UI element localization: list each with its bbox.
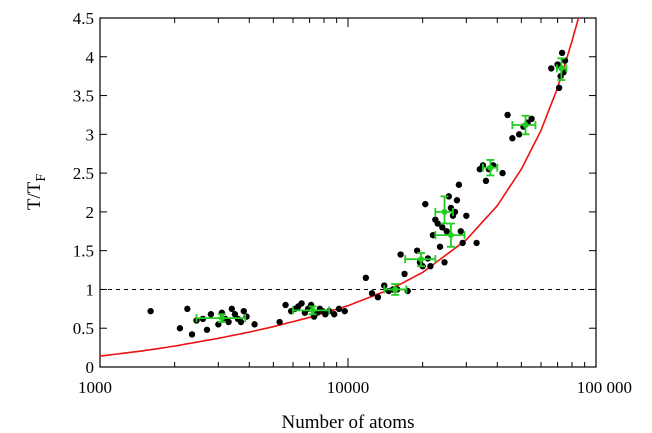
data-point bbox=[401, 270, 408, 278]
data-point bbox=[188, 331, 196, 338]
data-point bbox=[482, 177, 490, 185]
data-point bbox=[499, 169, 506, 177]
data-point bbox=[515, 131, 523, 138]
error-point-marker bbox=[218, 315, 225, 322]
y-tick-label: 1 bbox=[86, 280, 95, 299]
data-point bbox=[207, 311, 215, 318]
y-axis-title-main: T/T bbox=[24, 181, 45, 210]
x-tick-label: 100 000 bbox=[577, 378, 632, 397]
y-tick-label: 3.5 bbox=[73, 87, 94, 106]
y-tick-label: 4 bbox=[86, 48, 95, 67]
error-point-marker bbox=[447, 232, 454, 239]
data-point bbox=[555, 84, 563, 92]
data-point bbox=[473, 239, 480, 247]
x-tick-label: 10000 bbox=[327, 378, 370, 397]
y-tick-label: 1.5 bbox=[73, 242, 94, 261]
data-point bbox=[443, 228, 450, 235]
data-point bbox=[184, 305, 191, 313]
data-point bbox=[251, 321, 258, 328]
data-point bbox=[455, 181, 463, 188]
y-tick-label: 0 bbox=[86, 358, 95, 377]
axis-ticks bbox=[99, 17, 597, 368]
data-point bbox=[276, 318, 283, 326]
y-axis-title: T/TF bbox=[24, 174, 49, 211]
data-point bbox=[231, 311, 239, 318]
error-point-marker bbox=[522, 122, 529, 129]
error-point-marker bbox=[487, 164, 494, 171]
data-point bbox=[147, 307, 154, 315]
data-point bbox=[439, 224, 446, 231]
data-point bbox=[341, 307, 348, 315]
y-tick-label: 2.5 bbox=[73, 164, 94, 183]
data-point bbox=[335, 305, 343, 313]
error-points-group bbox=[195, 57, 568, 323]
data-point bbox=[422, 200, 429, 208]
data-point bbox=[441, 259, 448, 266]
data-point bbox=[528, 115, 535, 123]
data-point bbox=[436, 243, 444, 250]
error-point-marker bbox=[558, 65, 565, 72]
y-axis-title-subscript: F bbox=[34, 174, 49, 182]
data-point bbox=[240, 307, 247, 315]
error-point-marker bbox=[441, 208, 448, 215]
data-point bbox=[225, 318, 232, 326]
data-point bbox=[397, 251, 404, 258]
x-tick-label: 1000 bbox=[78, 378, 112, 397]
data-point bbox=[463, 212, 470, 219]
data-point bbox=[374, 294, 382, 301]
data-point bbox=[368, 290, 376, 297]
data-point bbox=[282, 301, 289, 309]
x-axis-title: Number of atoms bbox=[282, 412, 415, 433]
data-point bbox=[237, 318, 245, 326]
data-point bbox=[427, 262, 434, 270]
data-point bbox=[176, 325, 184, 332]
y-tick-label: 0.5 bbox=[73, 319, 94, 338]
data-point bbox=[459, 239, 466, 247]
data-point bbox=[445, 193, 453, 200]
data-point bbox=[453, 197, 461, 204]
data-point bbox=[331, 311, 338, 318]
data-point bbox=[228, 305, 236, 313]
data-points-group bbox=[147, 49, 569, 338]
data-point bbox=[203, 326, 211, 333]
data-point bbox=[558, 49, 566, 57]
y-tick-label: 4.5 bbox=[73, 9, 94, 28]
data-point bbox=[509, 135, 516, 142]
plot-area bbox=[99, 17, 597, 368]
y-tick-label: 3 bbox=[86, 125, 95, 144]
y-axis-title-group: T/TF bbox=[24, 174, 49, 211]
data-point bbox=[434, 220, 441, 227]
error-point-marker bbox=[309, 307, 316, 314]
error-point-marker bbox=[392, 286, 399, 293]
tick-labels: 0 0.5 1 1.5 2 2.5 3 3.5 4 4.5 1000 10000 100 000 bbox=[73, 9, 632, 397]
data-point bbox=[298, 300, 305, 307]
error-point-marker bbox=[418, 256, 425, 263]
data-point bbox=[362, 274, 370, 282]
data-point bbox=[457, 228, 465, 235]
data-point bbox=[504, 111, 511, 119]
data-point bbox=[548, 65, 555, 72]
y-tick-label: 2 bbox=[86, 203, 95, 222]
